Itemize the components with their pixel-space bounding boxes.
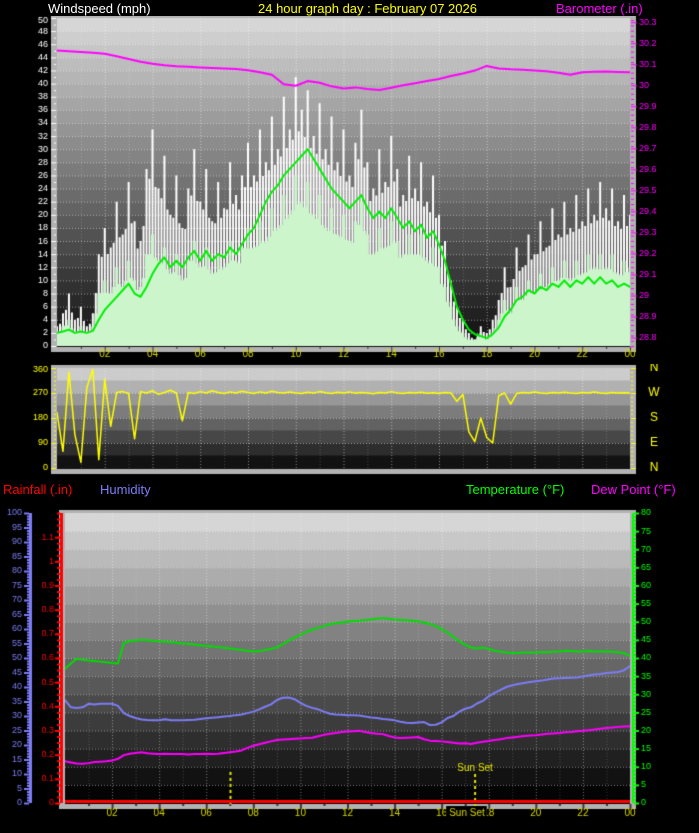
wind-direction-chart (0, 364, 699, 482)
dewpoint-axis-title: Dew Point (°F) (591, 482, 676, 497)
barometer-axis-title: Barometer (.in) (556, 1, 643, 16)
bottom-header-row: Rainfall (.in) Humidity Temperature (°F)… (0, 482, 699, 499)
temperature-axis-title: Temperature (°F) (466, 482, 565, 497)
windspeed-barometer-chart (0, 16, 699, 364)
humidity-axis-title: Humidity (100, 482, 151, 497)
windspeed-axis-title: Windspeed (mph) (48, 1, 151, 16)
rainfall-axis-title: Rainfall (.in) (3, 482, 73, 497)
temperature-humidity-chart (0, 500, 699, 833)
page-title: 24 hour graph day : February 07 2026 (258, 1, 477, 16)
top-header-row: Windspeed (mph) 24 hour graph day : Febr… (0, 1, 699, 17)
